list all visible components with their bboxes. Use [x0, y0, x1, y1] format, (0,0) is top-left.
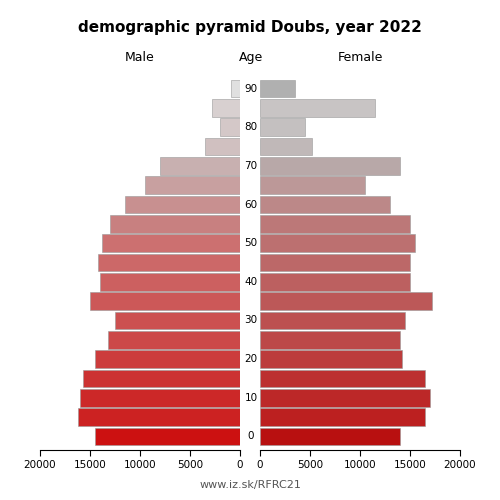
Bar [115, 312, 240, 329]
Bar [260, 273, 410, 290]
Bar [125, 196, 240, 213]
Bar [260, 138, 312, 155]
Text: demographic pyramid Doubs, year 2022: demographic pyramid Doubs, year 2022 [78, 20, 422, 35]
Text: 30: 30 [244, 316, 258, 326]
Bar [102, 234, 240, 252]
Text: 40: 40 [244, 277, 258, 287]
Text: www.iz.sk/RFRC21: www.iz.sk/RFRC21 [199, 480, 301, 490]
Bar [110, 215, 240, 232]
Bar [260, 80, 295, 97]
Text: Female: Female [338, 51, 382, 64]
Bar [260, 408, 425, 426]
Text: 50: 50 [244, 238, 258, 248]
Text: 20: 20 [244, 354, 258, 364]
Text: 70: 70 [244, 161, 258, 171]
Bar [78, 408, 240, 426]
Bar [205, 138, 240, 155]
Bar [98, 254, 240, 271]
Bar [160, 157, 240, 174]
Text: Age: Age [239, 51, 263, 64]
Text: 10: 10 [244, 393, 258, 403]
Bar [260, 350, 402, 368]
Bar [260, 254, 410, 271]
Text: 90: 90 [244, 84, 258, 94]
Bar [212, 99, 240, 116]
Bar [90, 292, 240, 310]
Bar [80, 389, 240, 406]
Bar [260, 215, 410, 232]
Bar [231, 80, 240, 97]
Bar [220, 118, 240, 136]
Text: 60: 60 [244, 200, 258, 209]
Text: Male: Male [125, 51, 155, 64]
Bar [260, 292, 432, 310]
Bar [260, 370, 425, 387]
Bar [95, 428, 240, 445]
Bar [108, 331, 240, 348]
Bar [260, 312, 405, 329]
Bar [260, 234, 415, 252]
Bar [145, 176, 240, 194]
Bar [260, 196, 390, 213]
Bar [100, 273, 240, 290]
Bar [260, 428, 400, 445]
Bar [260, 118, 305, 136]
Bar [260, 389, 430, 406]
Bar [95, 350, 240, 368]
Bar [260, 99, 375, 116]
Bar [260, 331, 400, 348]
Bar [83, 370, 240, 387]
Text: 80: 80 [244, 122, 258, 132]
Bar [260, 157, 400, 174]
Text: 0: 0 [248, 432, 254, 442]
Bar [260, 176, 365, 194]
